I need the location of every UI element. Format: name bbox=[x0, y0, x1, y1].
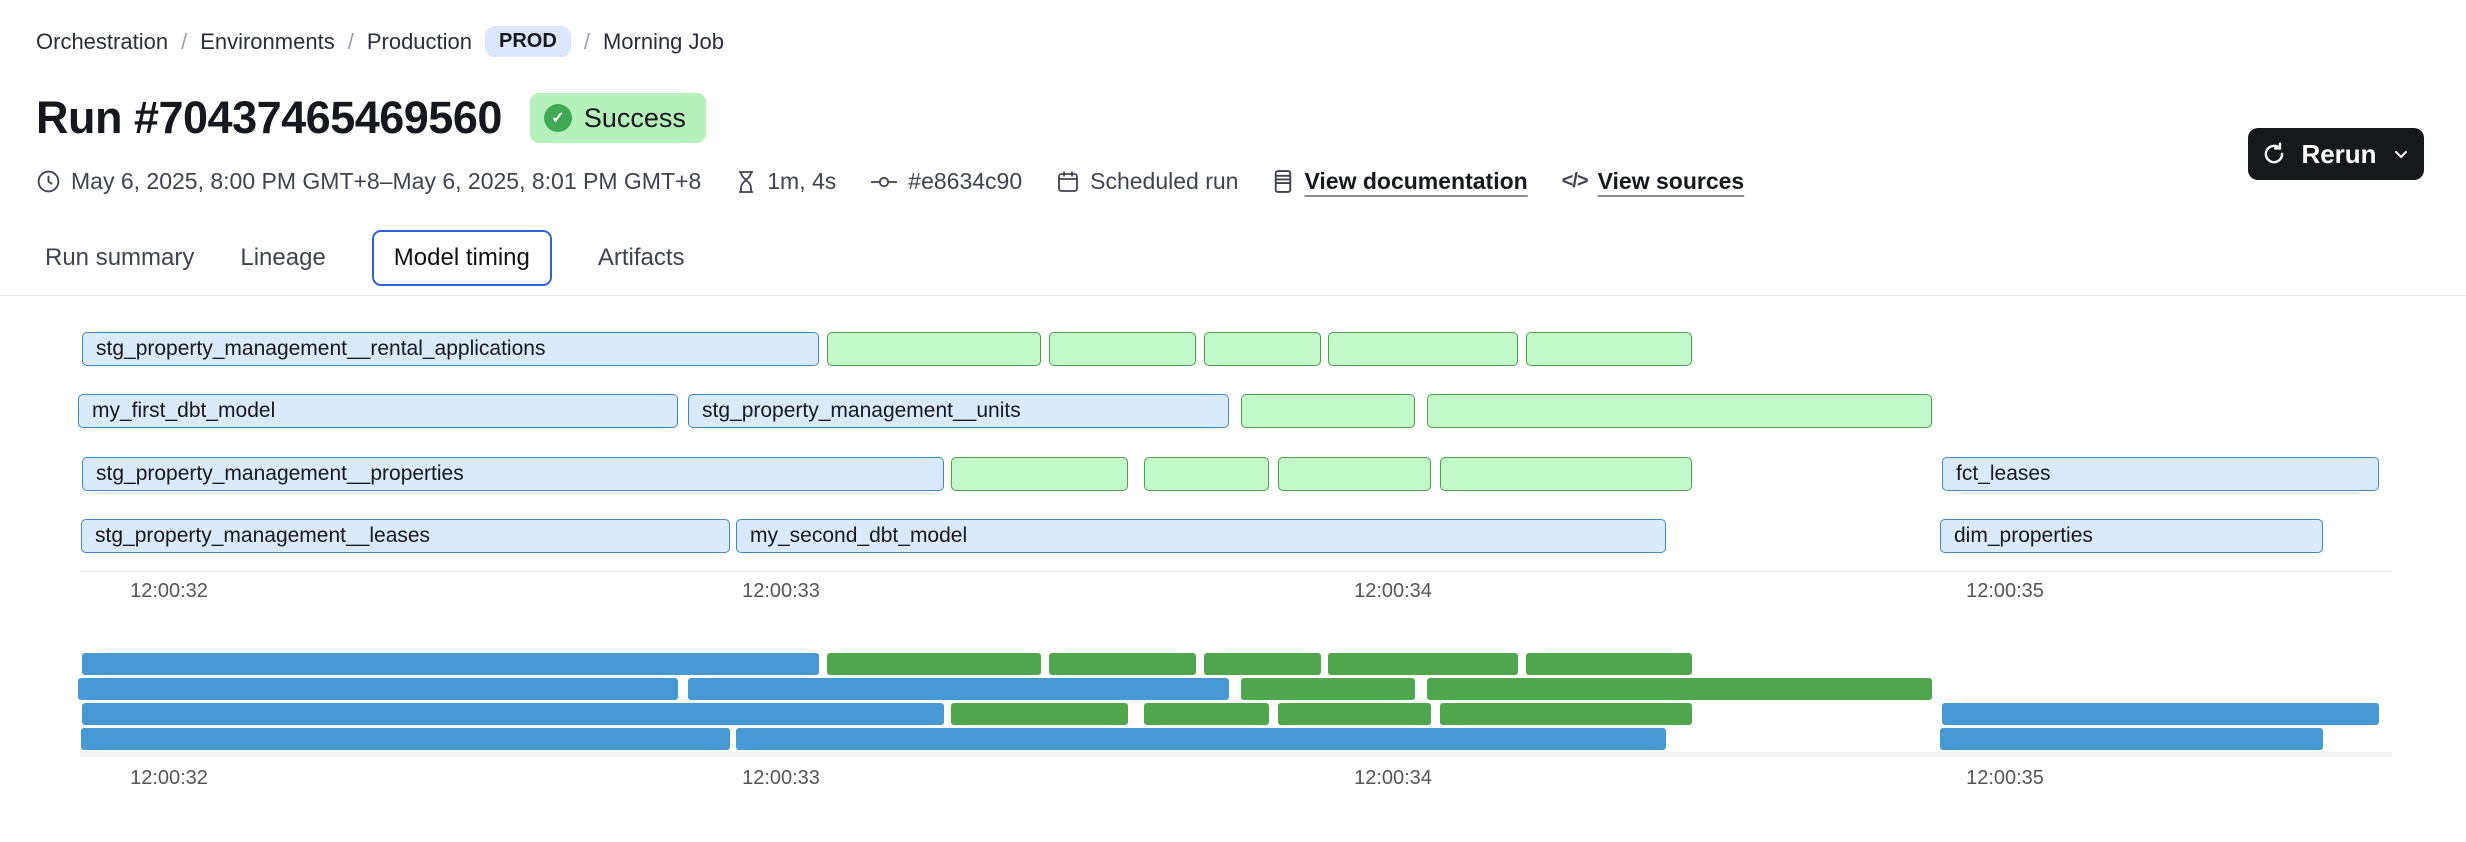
tab-bar: Run summary Lineage Model timing Artifac… bbox=[45, 230, 685, 286]
gantt-bar[interactable]: stg_property_management__leases bbox=[81, 519, 730, 554]
minimap-track bbox=[80, 752, 2392, 757]
gantt-bar[interactable] bbox=[827, 332, 1041, 366]
minimap-bar bbox=[1427, 678, 1932, 700]
gantt-bar[interactable]: my_first_dbt_model bbox=[78, 394, 678, 429]
gantt-bar-label: stg_property_management__rental_applicat… bbox=[96, 337, 546, 360]
page-title: Run #70437465469560 bbox=[36, 92, 502, 143]
run-trigger: Scheduled run bbox=[1056, 168, 1238, 195]
code-icon: </> bbox=[1561, 170, 1589, 192]
document-icon bbox=[1275, 170, 1292, 193]
view-sources-link[interactable]: View sources bbox=[1597, 168, 1745, 194]
gantt-bar-label: dim_properties bbox=[1954, 524, 2093, 548]
gantt-bar[interactable] bbox=[1526, 332, 1692, 366]
axis-tick-label: 12:00:33 bbox=[742, 767, 820, 789]
tab-run-summary[interactable]: Run summary bbox=[45, 244, 195, 271]
commit-icon bbox=[871, 176, 898, 187]
hourglass-icon bbox=[739, 170, 754, 193]
run-time-range-label: May 6, 2025, 8:00 PM GMT+8–May 6, 2025, … bbox=[71, 168, 702, 194]
breadcrumb-item-orchestration[interactable]: Orchestration bbox=[36, 28, 169, 54]
tab-lineage[interactable]: Lineage bbox=[240, 244, 326, 271]
minimap-bar bbox=[1526, 653, 1692, 675]
gantt-bar[interactable] bbox=[1427, 394, 1932, 429]
tab-artifacts[interactable]: Artifacts bbox=[597, 244, 685, 271]
gantt-bar[interactable] bbox=[1328, 332, 1518, 366]
gantt-bar-label: my_first_dbt_model bbox=[92, 399, 276, 423]
minimap-bar bbox=[1942, 703, 2379, 725]
gantt-bar[interactable]: stg_property_management__properties bbox=[82, 456, 944, 491]
gantt-bar[interactable]: dim_properties bbox=[1940, 519, 2323, 554]
gantt-bar[interactable] bbox=[1440, 456, 1692, 491]
minimap-bar bbox=[81, 728, 730, 750]
run-time-range: May 6, 2025, 8:00 PM GMT+8–May 6, 2025, … bbox=[36, 168, 701, 195]
minimap-bar bbox=[1049, 653, 1196, 675]
gantt-bar[interactable] bbox=[1204, 332, 1321, 366]
axis-tick-label: 12:00:35 bbox=[1966, 767, 2044, 789]
view-documentation-link[interactable]: View documentation bbox=[1304, 168, 1528, 194]
refresh-icon bbox=[2265, 142, 2284, 164]
breadcrumb-item-production[interactable]: Production bbox=[366, 28, 473, 54]
gantt-bar-label: my_second_dbt_model bbox=[750, 524, 968, 548]
axis-tick-label: 12:00:34 bbox=[1354, 580, 1432, 602]
gantt-bar[interactable] bbox=[1241, 394, 1415, 429]
minimap-bar bbox=[1940, 728, 2323, 750]
tabs-divider bbox=[0, 295, 2466, 296]
minimap-bar bbox=[1241, 678, 1415, 700]
tab-model-timing[interactable]: Model timing bbox=[371, 230, 552, 286]
minimap-bar bbox=[78, 678, 678, 700]
gantt-bar-label: stg_property_management__properties bbox=[96, 461, 464, 485]
breadcrumb: Orchestration / Environments / Productio… bbox=[36, 26, 724, 57]
check-icon: ✓ bbox=[543, 104, 572, 132]
gantt-bar[interactable] bbox=[1144, 456, 1269, 491]
gantt-bar[interactable] bbox=[1049, 332, 1196, 366]
minimap-bar bbox=[1144, 703, 1269, 725]
environment-badge: PROD bbox=[485, 26, 571, 57]
breadcrumb-separator: / bbox=[583, 28, 590, 54]
minimap-bar bbox=[688, 678, 1229, 700]
view-documentation[interactable]: View documentation bbox=[1272, 168, 1528, 195]
breadcrumb-separator: / bbox=[181, 28, 188, 54]
gantt-bar[interactable]: fct_leases bbox=[1942, 456, 2379, 491]
run-duration: 1m, 4s bbox=[735, 168, 836, 195]
view-sources[interactable]: </> View sources bbox=[1562, 168, 1745, 195]
gantt-bar[interactable] bbox=[1278, 456, 1431, 491]
rerun-button[interactable]: Rerun bbox=[2248, 128, 2424, 180]
gantt-bar[interactable] bbox=[951, 456, 1128, 491]
status-badge: ✓ Success bbox=[529, 93, 706, 143]
breadcrumb-item-morning-job[interactable]: Morning Job bbox=[602, 28, 725, 54]
minimap-bar bbox=[1440, 703, 1692, 725]
run-meta-row: May 6, 2025, 8:00 PM GMT+8–May 6, 2025, … bbox=[36, 168, 1744, 195]
run-duration-label: 1m, 4s bbox=[767, 168, 837, 194]
breadcrumb-item-environments[interactable]: Environments bbox=[200, 28, 335, 54]
minimap-bar bbox=[1278, 703, 1431, 725]
gantt-axis-line bbox=[80, 571, 2392, 572]
axis-tick-label: 12:00:32 bbox=[130, 767, 208, 789]
axis-tick-label: 12:00:32 bbox=[130, 580, 208, 602]
gantt-bar-label: stg_property_management__leases bbox=[95, 524, 431, 548]
minimap-bar bbox=[82, 653, 819, 675]
clock-icon bbox=[37, 170, 60, 193]
gantt-bar[interactable]: stg_property_management__rental_applicat… bbox=[82, 332, 819, 366]
gantt-bar-label: fct_leases bbox=[1956, 461, 2051, 485]
breadcrumb-separator: / bbox=[347, 28, 354, 54]
chevron-down-icon bbox=[2394, 150, 2407, 159]
status-badge-label: Success bbox=[583, 102, 686, 133]
minimap-bar bbox=[736, 728, 1666, 750]
minimap-bar bbox=[827, 653, 1041, 675]
minimap-bar bbox=[951, 703, 1128, 725]
gantt-bar[interactable]: stg_property_management__units bbox=[688, 394, 1229, 429]
axis-tick-label: 12:00:34 bbox=[1354, 767, 1432, 789]
run-trigger-label: Scheduled run bbox=[1090, 168, 1239, 194]
rerun-button-label: Rerun bbox=[2301, 138, 2377, 169]
calendar-icon bbox=[1058, 171, 1079, 192]
gantt-bar[interactable]: my_second_dbt_model bbox=[736, 519, 1666, 554]
axis-tick-label: 12:00:33 bbox=[742, 580, 820, 602]
run-commit: #e8634c90 bbox=[870, 168, 1022, 195]
axis-tick-label: 12:00:35 bbox=[1966, 580, 2044, 602]
gantt-bar-label: stg_property_management__units bbox=[702, 399, 1021, 423]
run-commit-label: #e8634c90 bbox=[908, 168, 1023, 194]
page-header: Run #70437465469560 ✓ Success bbox=[36, 92, 706, 144]
minimap-bar bbox=[1204, 653, 1321, 675]
minimap-bar bbox=[82, 703, 944, 725]
minimap-bar bbox=[1328, 653, 1518, 675]
